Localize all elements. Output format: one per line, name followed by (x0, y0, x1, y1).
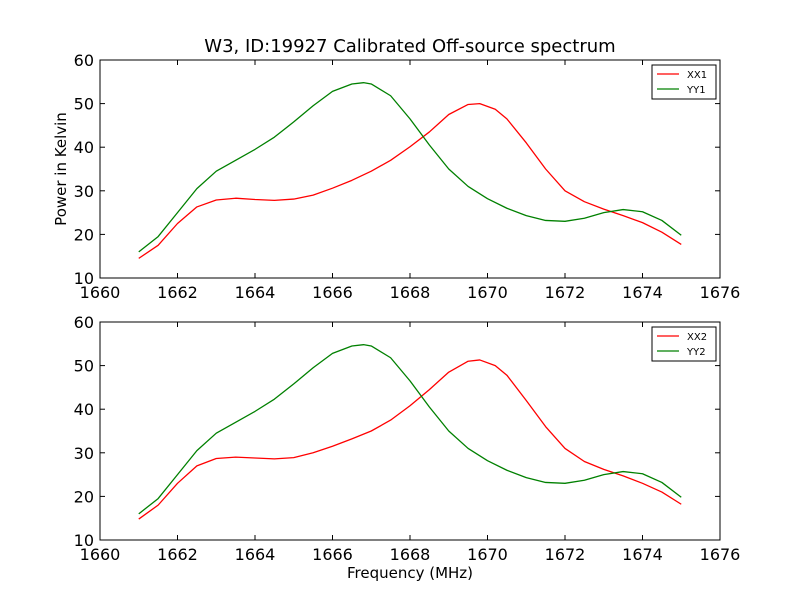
x-tick-label: 1662 (157, 545, 198, 564)
legend-box (651, 326, 717, 362)
x-tick-label: 1670 (467, 545, 508, 564)
x-tick-label: 1668 (390, 545, 431, 564)
series-line-yy2 (138, 344, 682, 515)
series-line-xx2 (138, 359, 682, 520)
x-tick-label: 1668 (390, 283, 431, 302)
x-tick-label: 1664 (235, 545, 276, 564)
x-tick-label: 1674 (622, 545, 663, 564)
y-tick-label: 60 (74, 313, 94, 332)
x-tick-label: 1662 (157, 283, 198, 302)
figure-title: W3, ID:19927 Calibrated Off-source spect… (204, 36, 615, 57)
legend-label-xx1: XX1 (687, 70, 707, 81)
y-tick-label: 30 (74, 444, 94, 463)
axes-frame (99, 59, 721, 279)
series-line-xx1 (138, 102, 682, 259)
y-tick-label: 60 (74, 51, 94, 70)
x-tick-label: 1674 (622, 283, 663, 302)
legend-label-xx2: XX2 (687, 332, 707, 343)
legend-box (651, 64, 717, 100)
y-tick-label: 40 (74, 138, 94, 157)
axes-frame (99, 321, 721, 541)
x-tick-label: 1666 (312, 283, 353, 302)
x-tick-label: 1666 (312, 545, 353, 564)
y-tick-label: 20 (74, 225, 94, 244)
y-tick-label: 10 (74, 269, 94, 288)
y-tick-label: 20 (74, 487, 94, 506)
x-tick-label: 1660 (80, 283, 121, 302)
y-axis-label: Power in Kelvin (52, 112, 70, 226)
y-tick-label: 50 (74, 95, 94, 114)
plot-panel-2: 1660 1662 1664 1666 1668 1670 1672 1674 1676 10 20… (74, 313, 741, 582)
y-tick-label: 40 (74, 400, 94, 419)
x-tick-label: 1676 (700, 545, 741, 564)
x-tick-label: 1660 (80, 545, 121, 564)
x-tick-label: 1672 (545, 545, 586, 564)
x-tick-label: 1676 (700, 283, 741, 302)
x-tick-label: 1664 (235, 283, 276, 302)
series-line-yy1 (138, 82, 682, 253)
x-tick-label: 1670 (467, 283, 508, 302)
x-tick-label: 1672 (545, 283, 586, 302)
y-tick-label: 10 (74, 531, 94, 550)
plot-panel-1: 1660 1662 1664 1666 1668 1670 1672 1674 1676 10 20… (52, 51, 740, 302)
legend-label-yy2: YY2 (686, 347, 706, 358)
legend-label-yy1: YY1 (686, 85, 706, 96)
y-tick-label: 30 (74, 182, 94, 201)
y-tick-label: 50 (74, 357, 94, 376)
x-axis-label: Frequency (MHz) (347, 564, 473, 582)
